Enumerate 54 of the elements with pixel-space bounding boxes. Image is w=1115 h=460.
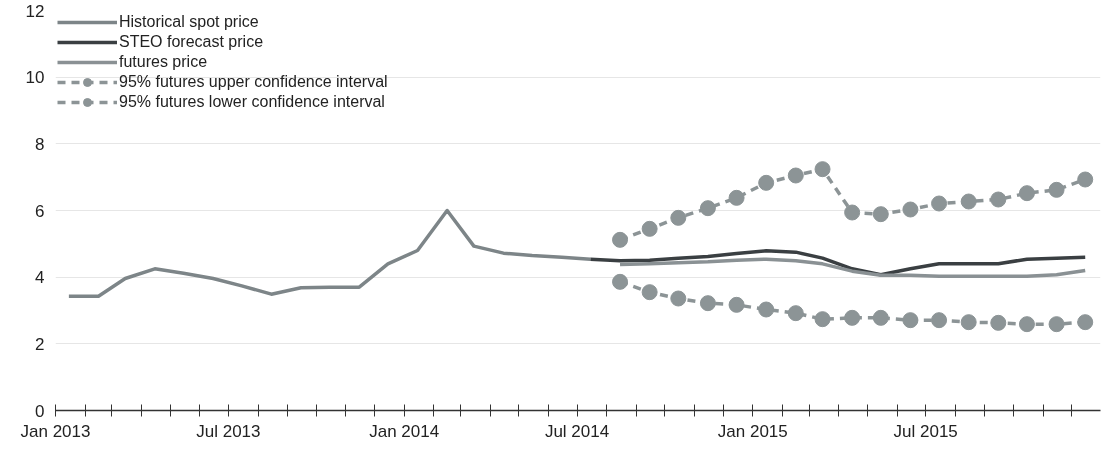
legend-label: 95% futures lower confidence interval: [119, 93, 385, 111]
point: [1077, 314, 1094, 331]
point: [728, 296, 745, 313]
point: [670, 290, 687, 307]
point: [670, 209, 687, 226]
x-tick-label: Jan 2013: [20, 421, 91, 441]
line-series: [67, 208, 593, 298]
point: [641, 284, 658, 301]
point: [814, 311, 831, 328]
point: [728, 189, 745, 206]
point: [1018, 185, 1035, 202]
x-tick-label: Jul 2015: [893, 421, 958, 441]
legend-label: STEO forecast price: [119, 33, 264, 51]
point: [931, 195, 948, 212]
point: [931, 312, 948, 329]
point: [612, 231, 629, 248]
y-tick-label: 10: [25, 68, 45, 88]
legend-label: Historical spot price: [119, 13, 259, 31]
y-tick-label: 0: [35, 401, 45, 421]
point: [1077, 171, 1094, 188]
point: [872, 309, 889, 326]
point: [814, 161, 831, 178]
point: [1048, 181, 1065, 198]
point: [844, 309, 861, 326]
y-tick-label: 2: [35, 334, 45, 354]
y-tick-label: 8: [35, 134, 45, 154]
point: [990, 314, 1007, 331]
y-tick-label: 6: [35, 201, 45, 221]
x-tick-label: Jan 2015: [717, 421, 788, 441]
x-tick-label: Jan 2014: [369, 421, 440, 441]
point: [990, 191, 1007, 208]
line-series: [618, 257, 1087, 278]
point: [872, 206, 889, 223]
point: [787, 167, 804, 184]
legend-label: 95% futures upper confidence interval: [119, 73, 388, 91]
y-tick-label: 4: [35, 268, 45, 288]
x-tick-label: Jul 2014: [544, 421, 610, 441]
legend-label: futures price: [119, 53, 208, 71]
point: [960, 193, 977, 210]
point: [1018, 316, 1035, 333]
point: [699, 200, 716, 217]
point: [902, 201, 919, 218]
point: [844, 204, 861, 221]
point: [758, 301, 775, 318]
point: [787, 305, 804, 322]
point: [699, 295, 716, 312]
point: [641, 220, 658, 237]
point: [758, 174, 775, 191]
point: [902, 312, 919, 329]
point: [612, 273, 629, 290]
point: [1048, 316, 1065, 333]
point: [960, 314, 977, 331]
y-tick-label: 12: [25, 1, 45, 21]
x-tick-label: Jul 2013: [196, 421, 261, 441]
